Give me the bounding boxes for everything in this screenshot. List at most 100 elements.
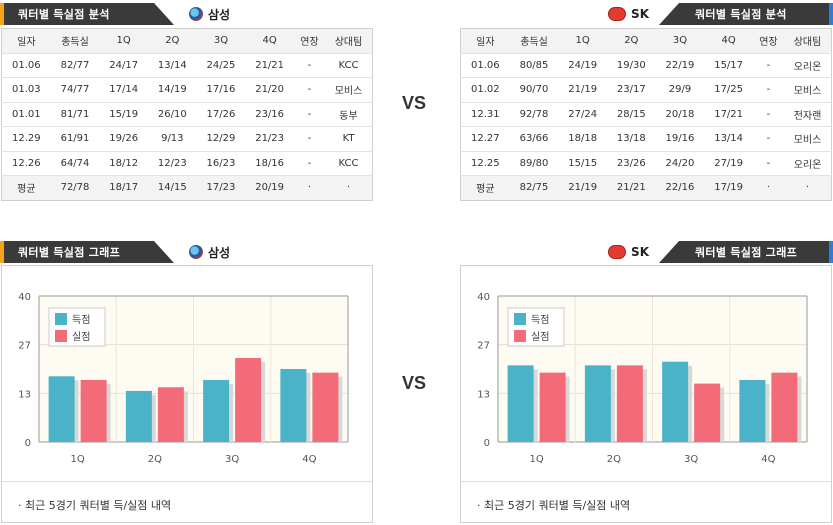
column-header: 일자 [1, 28, 51, 54]
table-cell: 28/15 [606, 102, 656, 127]
table-cell: - [752, 126, 785, 152]
table-cell: 전자랜 [784, 102, 832, 127]
average-cell: 21/21 [606, 175, 656, 200]
table-cell: - [293, 102, 326, 127]
column-header: 1Q [99, 28, 148, 54]
table-cell: 64/74 [50, 151, 100, 176]
table-cell: 18/16 [245, 151, 294, 176]
table-cell: 27/24 [558, 102, 607, 127]
table-cell: 01.06 [460, 53, 510, 78]
table-cell: 23/16 [245, 102, 294, 127]
table-cell: 모비스 [325, 77, 373, 103]
right-table-title: 쿼터별 득실점 분석 [659, 3, 829, 25]
table-cell: 15/19 [99, 102, 148, 127]
table-cell: 21/20 [245, 77, 294, 103]
column-header: 3Q [655, 28, 705, 54]
average-cell: 17/23 [196, 175, 246, 200]
samsung-logo-icon [189, 7, 203, 21]
legend-swatch [514, 313, 526, 325]
table-cell: 21/19 [558, 77, 607, 103]
table-cell: 27/19 [704, 151, 753, 176]
average-cell: · [325, 175, 373, 200]
table-cell: 24/17 [99, 53, 148, 78]
table-row: 01.06 80/85 24/19 19/30 22/19 15/17- 오리온 [460, 53, 832, 78]
right-chart-note: · 최근 5경기 쿼터별 득/실점 내역 [477, 499, 631, 512]
y-tick-label: 27 [18, 341, 31, 352]
average-cell: 14/15 [147, 175, 197, 200]
x-tick-label: 2Q [607, 454, 621, 465]
table-cell: 01.02 [460, 77, 510, 103]
y-tick-label: 0 [484, 438, 490, 449]
average-row: 평균 72/78 18/17 14/15 17/23 20/19 · · [1, 175, 373, 200]
x-tick-label: 3Q [225, 454, 239, 465]
table-cell: 21/23 [245, 126, 294, 152]
left-stats-table: 일자 총득실 1Q 2Q 3Q 4Q 연장 상대팀 01.06 82/77 24/17 13/14 24… [1, 28, 373, 201]
right-chart-panel: 0 13 27 40 1Q 2Q 3Q 4Q 득점 실점 · 최근 5경기 쿼터별 득/실점 내역 [460, 265, 832, 523]
table-cell: 모비스 [784, 77, 832, 103]
column-header: 2Q [147, 28, 197, 54]
table-cell: 92/78 [509, 102, 559, 127]
right-chart-team: SK [603, 245, 649, 259]
average-cell: 20/19 [245, 175, 294, 200]
left-chart-team: 삼성 [184, 244, 230, 261]
bar-실점-3Q [235, 358, 262, 442]
note-divider [2, 481, 372, 482]
right-chart-team-name: SK [631, 245, 649, 259]
sk-logo-icon [608, 245, 627, 259]
right-table-header: 쿼터별 득실점 분석 SK [603, 3, 833, 25]
table-cell: 63/66 [509, 126, 559, 152]
note-divider [461, 481, 831, 482]
average-cell: 72/78 [50, 175, 100, 200]
average-cell: 21/19 [558, 175, 607, 200]
table-cell: 13/18 [606, 126, 656, 152]
column-header: 연장 [752, 28, 785, 54]
left-table-header: 쿼터별 득실점 분석 삼성 [0, 3, 230, 25]
legend-label: 득점 [531, 314, 549, 326]
legend-label: 실점 [72, 331, 90, 343]
table-row: 01.01 81/71 15/19 26/10 17/26 23/16- 동부 [1, 102, 373, 127]
left-chart-panel: 0 13 27 40 1Q 2Q 3Q 4Q 득점 실점 · 최근 5경기 쿼터별 득/실점 내역 [1, 265, 373, 523]
average-cell: 17/19 [704, 175, 753, 200]
table-cell: 19/30 [606, 53, 656, 78]
vs-label-chart: VS [402, 373, 427, 393]
table-header-row: 일자 총득실 1Q 2Q 3Q 4Q 연장 상대팀 [460, 28, 832, 54]
bar-실점-1Q [80, 379, 107, 442]
table-cell: 12/23 [147, 151, 197, 176]
table-cell: 20/18 [655, 102, 705, 127]
column-header: 총득실 [50, 28, 100, 54]
table-cell: 15/15 [558, 151, 607, 176]
table-cell: 오리온 [784, 151, 832, 176]
table-cell: 18/18 [558, 126, 607, 152]
table-cell: 12.27 [460, 126, 510, 152]
table-cell: 오리온 [784, 53, 832, 78]
table-cell: 12.29 [1, 126, 51, 152]
x-tick-label: 4Q [302, 454, 316, 465]
table-cell: 19/16 [655, 126, 705, 152]
table-cell: 29/9 [655, 77, 705, 103]
column-header: 4Q [704, 28, 753, 54]
table-cell: 15/17 [704, 53, 753, 78]
legend-label: 득점 [72, 314, 90, 326]
table-cell: 9/13 [147, 126, 197, 152]
table-cell: 13/14 [147, 53, 197, 78]
table-cell: 17/16 [196, 77, 246, 103]
table-header-row: 일자 총득실 1Q 2Q 3Q 4Q 연장 상대팀 [1, 28, 373, 54]
bar-득점-2Q [584, 365, 611, 442]
table-cell: 24/25 [196, 53, 246, 78]
bar-실점-2Q [157, 387, 184, 442]
table-cell: 01.01 [1, 102, 51, 127]
table-cell: 89/80 [509, 151, 559, 176]
left-chart-title: 쿼터별 득실점 그래프 [4, 241, 174, 263]
legend-swatch [55, 330, 67, 342]
bar-득점-3Q [662, 361, 689, 442]
table-row: 01.02 90/70 21/19 23/17 29/9 17/25- 모비스 [460, 77, 832, 103]
column-header: 4Q [245, 28, 294, 54]
table-cell: 14/19 [147, 77, 197, 103]
table-cell: - [752, 151, 785, 176]
bar-득점-1Q [48, 376, 75, 442]
legend-swatch [514, 330, 526, 342]
table-cell: 24/19 [558, 53, 607, 78]
table-cell: 22/19 [655, 53, 705, 78]
bar-실점-3Q [694, 383, 721, 442]
